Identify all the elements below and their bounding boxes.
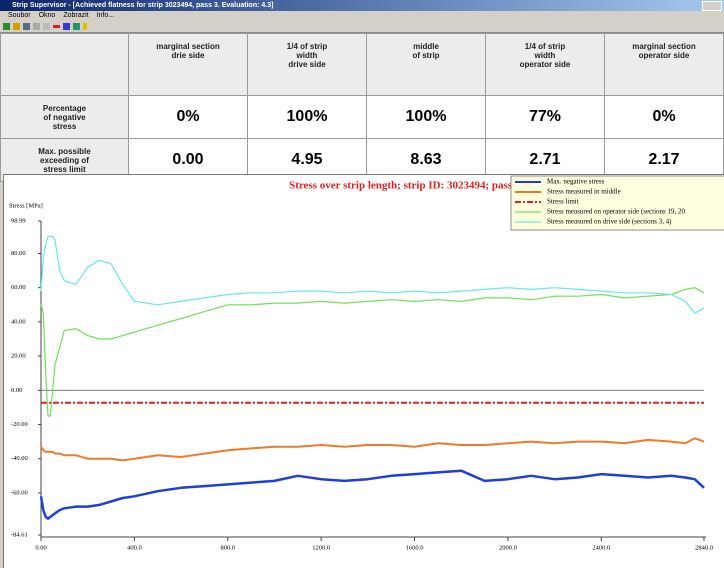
toolbar <box>0 21 724 33</box>
tool-icon[interactable] <box>53 25 60 28</box>
series-line <box>39 469 705 520</box>
table-cell: 100% <box>366 95 486 139</box>
column-header: middle of strip <box>366 33 486 96</box>
y-tick-label: -84.61 <box>11 531 28 538</box>
column-header: 1/4 of strip width operator side <box>485 33 605 96</box>
tool-icon[interactable] <box>13 23 20 30</box>
table-row: Percentage of negative stress 0% 100% 100% 7… <box>0 95 724 139</box>
menu-item[interactable]: Soubor <box>8 12 31 19</box>
tool-icon[interactable] <box>3 23 10 30</box>
x-tick-label: 2000.0 <box>499 544 517 551</box>
tool-icon[interactable] <box>63 23 70 30</box>
legend-label: Stress limit <box>547 198 579 206</box>
table-cell: 77% <box>485 95 605 139</box>
corner-cell <box>0 33 129 96</box>
stress-table: marginal section drie side 1/4 of strip w… <box>0 33 724 182</box>
y-tick-label: 60.00 <box>11 284 26 291</box>
tool-icon[interactable] <box>83 23 87 30</box>
table-cell: 100% <box>247 95 367 139</box>
y-tick-label: -20.00 <box>11 421 28 428</box>
x-tick-label: 1200.0 <box>312 544 330 551</box>
menu-item[interactable]: Info... <box>96 12 115 19</box>
row-label: Percentage of negative stress <box>0 95 129 139</box>
legend-box <box>510 175 724 231</box>
y-tick-label: -40.00 <box>11 455 28 462</box>
table-cell: 0% <box>128 95 248 139</box>
tool-icon[interactable] <box>73 23 80 30</box>
legend-label: Max. negative stress <box>547 178 605 186</box>
header-row: marginal section drie side 1/4 of strip w… <box>0 33 724 96</box>
legend-label: Stress measured on drive side (sections … <box>547 218 672 226</box>
title-bar: Strip Supervisor - [Achieved flatness fo… <box>0 0 724 11</box>
x-tick-label: 2400.0 <box>592 544 610 551</box>
tool-icon[interactable] <box>43 23 50 30</box>
y-tick-label: 80.00 <box>11 250 26 257</box>
menu-bar: Soubor Okno Zobrazit Info... <box>0 11 724 21</box>
y-tick-label: 40.00 <box>11 318 26 325</box>
x-tick-label: 800.0 <box>220 544 235 551</box>
column-header: marginal section drie side <box>128 33 248 96</box>
series-line <box>40 437 705 462</box>
menu-item[interactable]: Okno <box>38 12 56 19</box>
window-buttons[interactable] <box>702 1 722 11</box>
column-header: 1/4 of strip width drive side <box>247 33 367 96</box>
legend-label: Stress measured in middle <box>547 188 621 196</box>
series-line <box>40 235 705 314</box>
chart: Stress over strip length; strip ID: 3023… <box>3 174 724 568</box>
chart-title: Stress over strip length; strip ID: 3023… <box>289 180 543 192</box>
series-line <box>40 287 705 417</box>
x-tick-label: 2840.0 <box>695 544 713 551</box>
y-tick-label: 0.00 <box>11 387 22 394</box>
legend-label: Stress measured on operator side (sectio… <box>547 208 686 216</box>
y-tick-label: -60.00 <box>11 489 28 496</box>
y-tick-label: 98.99 <box>11 217 26 224</box>
tool-icon[interactable] <box>33 23 40 30</box>
x-tick-label: 1600.0 <box>406 544 424 551</box>
window-title: Strip Supervisor - [Achieved flatness fo… <box>12 2 274 9</box>
column-header: marginal section operator side <box>604 33 724 96</box>
y-axis-label: Stress [MPa] <box>9 202 43 209</box>
menu-item[interactable]: Zobrazit <box>63 12 89 19</box>
x-tick-label: 400.0 <box>127 544 142 551</box>
table-cell: 0% <box>604 95 724 139</box>
tool-icon[interactable] <box>23 23 30 30</box>
y-tick-label: 20.00 <box>11 353 26 360</box>
x-tick-label: 0.00 <box>35 544 46 551</box>
